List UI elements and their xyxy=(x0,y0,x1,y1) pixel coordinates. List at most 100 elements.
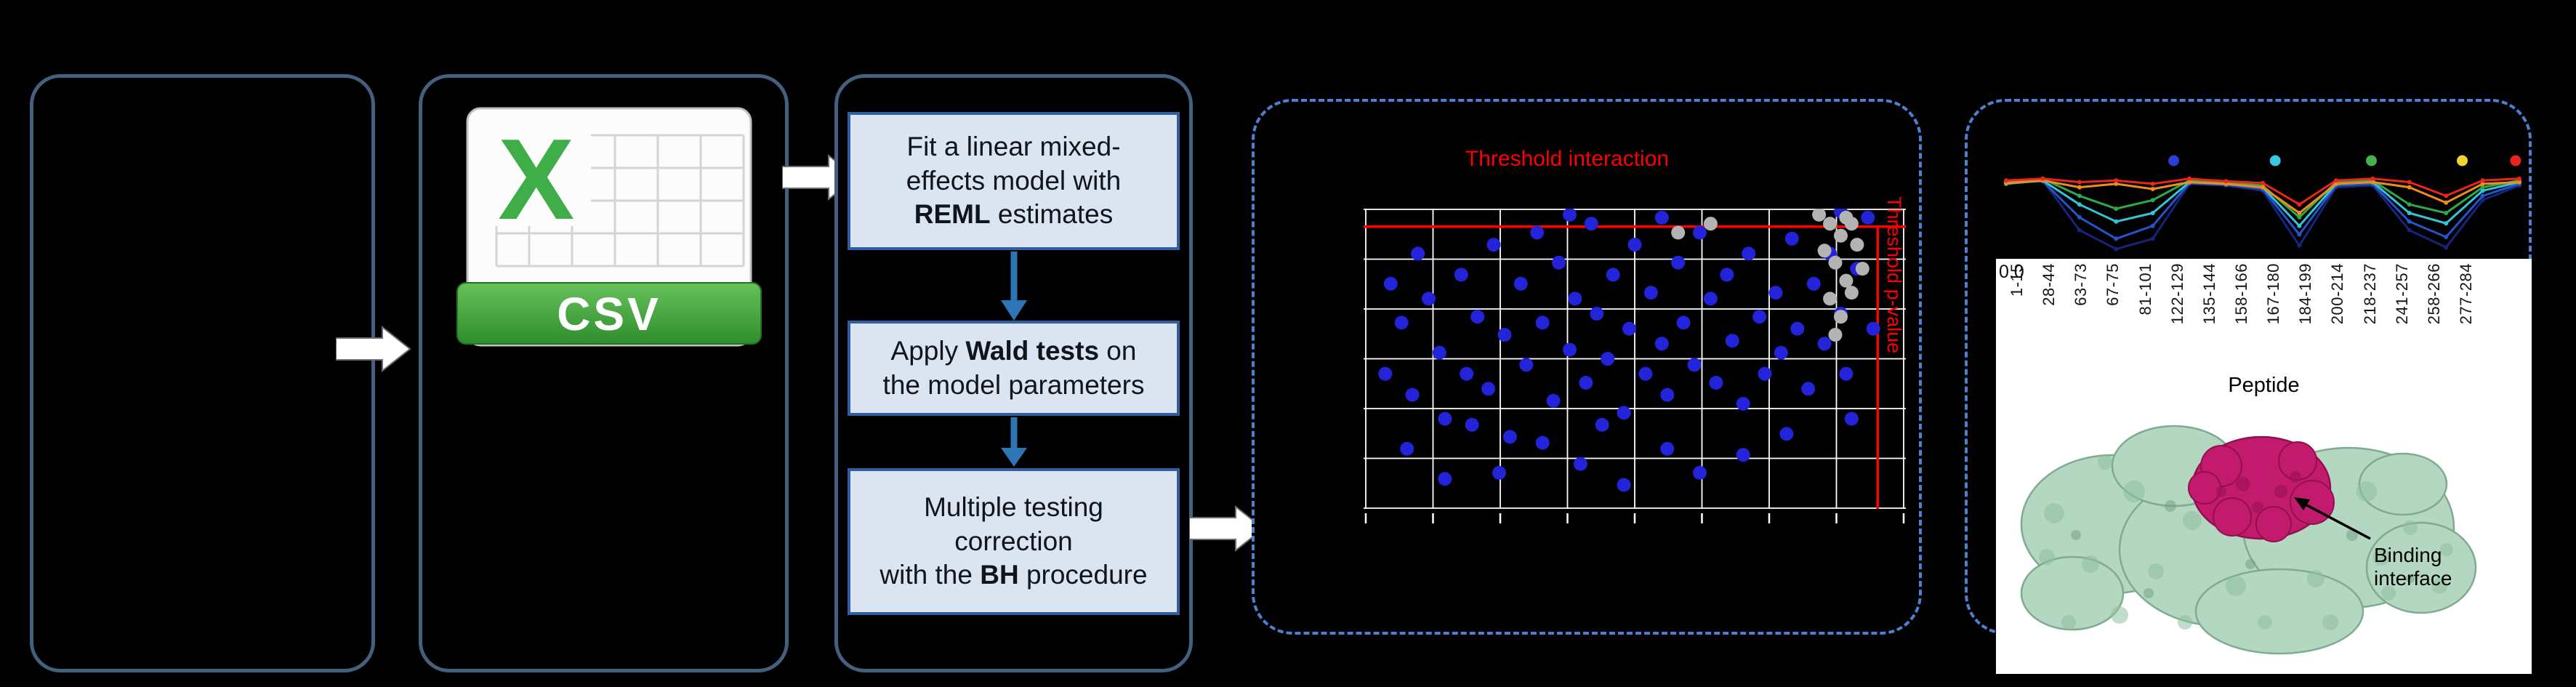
data-point xyxy=(1660,441,1675,456)
marker xyxy=(2444,193,2449,198)
data-point xyxy=(1378,366,1393,381)
data-point xyxy=(1693,225,1707,240)
data-point xyxy=(1563,342,1577,357)
data-point xyxy=(1617,478,1631,492)
surface-bump xyxy=(2123,481,2145,502)
binding-texture xyxy=(2252,502,2263,513)
marker xyxy=(2114,236,2119,241)
marker xyxy=(2040,176,2045,181)
step-bh-correction-text: Multiple testing correction with the BH … xyxy=(880,491,1147,592)
significant-points xyxy=(1378,209,1880,492)
data-point xyxy=(1519,358,1534,372)
step-fit-model-text: Fit a linear mixed- effects model with R… xyxy=(906,130,1121,232)
peptide-tick-label: 184-199 xyxy=(2296,263,2315,325)
legend-dot xyxy=(2457,155,2468,166)
data-point xyxy=(1579,376,1593,390)
peptide-tick-label: 158-166 xyxy=(2231,263,2250,325)
peptide-tick-label: 135-144 xyxy=(2199,263,2218,325)
data-point xyxy=(1774,345,1788,360)
marker xyxy=(2370,176,2375,181)
data-point xyxy=(1422,292,1436,306)
surface-bump xyxy=(2403,521,2418,535)
surface-bump xyxy=(2082,555,2099,573)
marker xyxy=(2297,223,2302,228)
marker xyxy=(2187,180,2192,185)
peptide-axis-label: Peptide xyxy=(2228,374,2300,397)
data-point xyxy=(1486,238,1501,252)
data-point xyxy=(1617,406,1631,420)
marker xyxy=(2407,211,2412,215)
marker xyxy=(2407,219,2412,224)
data-point xyxy=(1801,382,1816,396)
marker xyxy=(2407,185,2412,190)
marker xyxy=(2297,243,2302,248)
marker xyxy=(2150,211,2155,215)
data-point xyxy=(1855,262,1869,276)
marker xyxy=(2333,181,2338,186)
data-point xyxy=(1497,328,1512,342)
data-point xyxy=(1671,225,1686,240)
csv-ribbon xyxy=(456,282,762,345)
marker xyxy=(2444,235,2449,239)
data-point xyxy=(1768,286,1783,300)
data-point xyxy=(1438,472,1452,486)
marker xyxy=(2077,214,2082,220)
marker xyxy=(2407,202,2412,207)
surface-bump xyxy=(2111,606,2128,624)
data-point xyxy=(1828,255,1843,270)
peptide-tick-label: 63-73 xyxy=(2072,263,2090,306)
protein-lobe xyxy=(2194,568,2364,655)
binding-texture xyxy=(2236,477,2250,491)
flow-arrow-right-icon xyxy=(1189,505,1265,552)
surface-bump xyxy=(2098,455,2112,470)
data-point xyxy=(1784,231,1799,246)
marker xyxy=(2480,178,2485,183)
step-text-post: estimates xyxy=(990,199,1114,230)
data-point xyxy=(1535,435,1550,450)
binding-arrow-head xyxy=(2294,497,2310,510)
data-point xyxy=(1465,417,1479,432)
data-point xyxy=(1654,337,1669,351)
peptide-tick-label: 81-101 xyxy=(2136,263,2154,316)
step-text-post: on the model parameters xyxy=(882,335,1145,400)
marker xyxy=(2407,228,2412,233)
data-point xyxy=(1779,427,1794,441)
data-point xyxy=(1595,417,1609,432)
surface-bump xyxy=(2322,614,2338,630)
binding-region-lobe xyxy=(2255,506,2292,542)
data-point xyxy=(1725,334,1739,348)
data-point xyxy=(1481,382,1496,396)
marker xyxy=(2261,185,2265,190)
data-point xyxy=(1752,310,1767,324)
surface-bump xyxy=(2372,548,2390,566)
peptide-tick-row: 1-15 28-44 63-73 67-75 81-101 122-129 135-144 1… xyxy=(2008,263,2475,325)
data-point xyxy=(1806,276,1821,291)
data-point xyxy=(1654,210,1669,225)
data-point xyxy=(1563,209,1577,222)
marker xyxy=(2150,187,2155,191)
surface-bump xyxy=(2346,529,2358,541)
surface-bump xyxy=(2307,570,2325,587)
marker xyxy=(2114,246,2119,252)
data-point xyxy=(1834,310,1848,324)
data-point xyxy=(1400,441,1414,456)
data-point xyxy=(1839,273,1853,288)
surface-bump xyxy=(2226,576,2246,596)
data-point xyxy=(1394,316,1409,330)
data-point xyxy=(1839,366,1853,381)
legend-dot xyxy=(2510,155,2521,166)
binding-texture xyxy=(2290,471,2301,483)
data-point xyxy=(1454,268,1468,282)
model-steps-box: Fit a linear mixed- effects model with R… xyxy=(834,74,1193,672)
data-point xyxy=(1460,366,1474,381)
down-arrow-icon xyxy=(1001,252,1027,321)
data-point xyxy=(1590,307,1604,321)
marker xyxy=(2480,193,2485,198)
data-point xyxy=(1573,457,1587,471)
data-point xyxy=(1627,238,1642,252)
data-point xyxy=(1643,286,1658,300)
marker xyxy=(2150,236,2155,241)
data-point xyxy=(1866,321,1880,336)
surface-bump xyxy=(2245,559,2255,569)
surface-bump xyxy=(2356,481,2377,502)
